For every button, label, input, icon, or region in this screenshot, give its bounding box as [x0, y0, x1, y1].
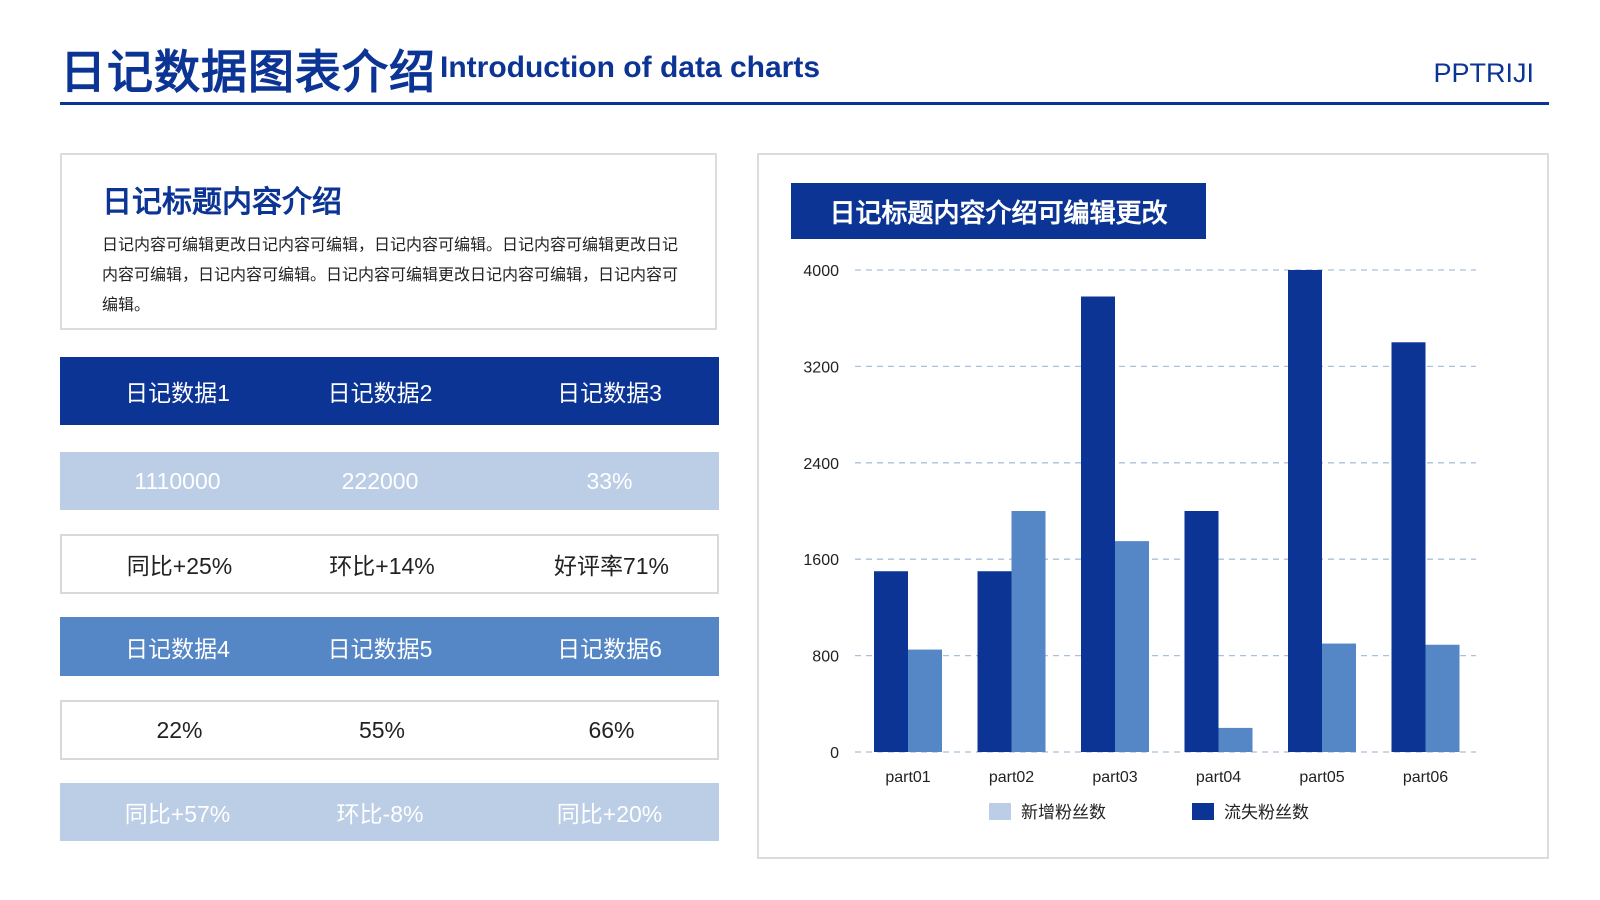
- bar-lost-part04: [1184, 511, 1219, 752]
- bar-lost-part05: [1288, 270, 1322, 752]
- y-tick-label-3: 2400: [803, 456, 839, 473]
- intro-title: 日记标题内容介绍: [102, 186, 342, 219]
- x-tick-label-part02: part02: [989, 769, 1034, 786]
- bar-new-part04: [1218, 727, 1253, 752]
- intro-card: 日记标题内容介绍 日记内容可编辑更改日记内容可编辑，日记内容可编辑。日记内容可编…: [60, 153, 717, 330]
- data-value-2: 222000: [341, 467, 419, 494]
- data-change-2: 环比+14%: [329, 553, 435, 579]
- x-tick-label-part06: part06: [1403, 769, 1448, 786]
- intro-body: 日记内容可编辑更改日记内容可编辑，日记内容可编辑。日记内容可编辑更改日记内容可编…: [102, 237, 679, 314]
- data-change-4: 同比+57%: [124, 801, 231, 827]
- data-header-5: 日记数据5: [327, 635, 433, 662]
- data-change-5: 环比-8%: [336, 801, 424, 827]
- data-header-row-1: 日记数据1 日记数据2 日记数据3: [60, 357, 719, 425]
- data-header-3: 日记数据3: [557, 380, 662, 406]
- x-tick-label-part04: part04: [1196, 769, 1241, 786]
- data-change-1: 同比+25%: [126, 553, 233, 579]
- x-tick-label-part01: part01: [885, 769, 930, 786]
- legend-swatch-0: [989, 803, 1011, 820]
- y-tick-label-4: 3200: [803, 359, 839, 376]
- bar-new-part01: [908, 649, 942, 752]
- data-value-row-1: 1110000 222000 33%: [60, 452, 719, 510]
- header-divider: [60, 102, 1549, 105]
- page-subtitle: Introduction of data charts: [440, 51, 821, 84]
- data-change-row-2: 同比+57% 环比-8% 同比+20%: [60, 783, 719, 841]
- data-change-row-1: 同比+25% 环比+14% 好评率71%: [60, 534, 719, 594]
- y-tick-label-2: 1600: [803, 552, 839, 569]
- bar-lost-part01: [874, 571, 908, 752]
- bar-lost-part03: [1081, 296, 1115, 752]
- y-tick-label-5: 4000: [803, 263, 839, 280]
- brand-label: PPTRIJI: [1433, 58, 1534, 88]
- data-change-6: 同比+20%: [556, 801, 663, 827]
- bar-new-part05: [1322, 643, 1356, 752]
- data-change-3: 好评率71%: [553, 553, 670, 579]
- bar-lost-part06: [1391, 342, 1426, 752]
- chart-panel: 0 800 1600 2400 3200 4000 part01 part02 part03 pa…: [757, 153, 1549, 859]
- chart-title: 日记标题内容介绍可编辑更改: [829, 197, 1168, 228]
- bar-chart: 0 800 1600 2400 3200 4000 part01 part02 part03 pa…: [803, 263, 1476, 822]
- data-header-6: 日记数据6: [557, 635, 662, 662]
- data-value-1: 1110000: [134, 467, 221, 494]
- data-value-3: 33%: [586, 467, 633, 494]
- x-tick-label-part03: part03: [1092, 769, 1137, 786]
- data-value-6: 66%: [588, 716, 635, 743]
- chart-title-box: 日记标题内容介绍可编辑更改: [791, 183, 1206, 239]
- bar-new-part06: [1425, 644, 1460, 752]
- page-title: 日记数据图表介绍: [60, 46, 436, 98]
- y-tick-label-0: 0: [830, 745, 839, 762]
- y-tick-label-1: 800: [812, 649, 839, 666]
- data-value-row-2: 22% 55% 66%: [60, 700, 719, 760]
- data-header-2: 日记数据2: [327, 380, 433, 406]
- data-header-1: 日记数据1: [125, 380, 230, 406]
- x-tick-label-part05: part05: [1299, 769, 1344, 786]
- legend-label-1: 流失粉丝数: [1224, 803, 1309, 822]
- data-header-row-2: 日记数据4 日记数据5 日记数据6: [60, 617, 719, 676]
- legend-swatch-1: [1192, 803, 1214, 820]
- data-value-5: 55%: [358, 716, 406, 743]
- data-header-4: 日记数据4: [125, 635, 230, 662]
- bar-new-part03: [1115, 541, 1149, 752]
- bar-new-part02: [1011, 511, 1046, 752]
- bar-lost-part02: [977, 571, 1012, 752]
- legend-label-0: 新增粉丝数: [1021, 803, 1106, 822]
- data-value-4: 22%: [156, 716, 203, 743]
